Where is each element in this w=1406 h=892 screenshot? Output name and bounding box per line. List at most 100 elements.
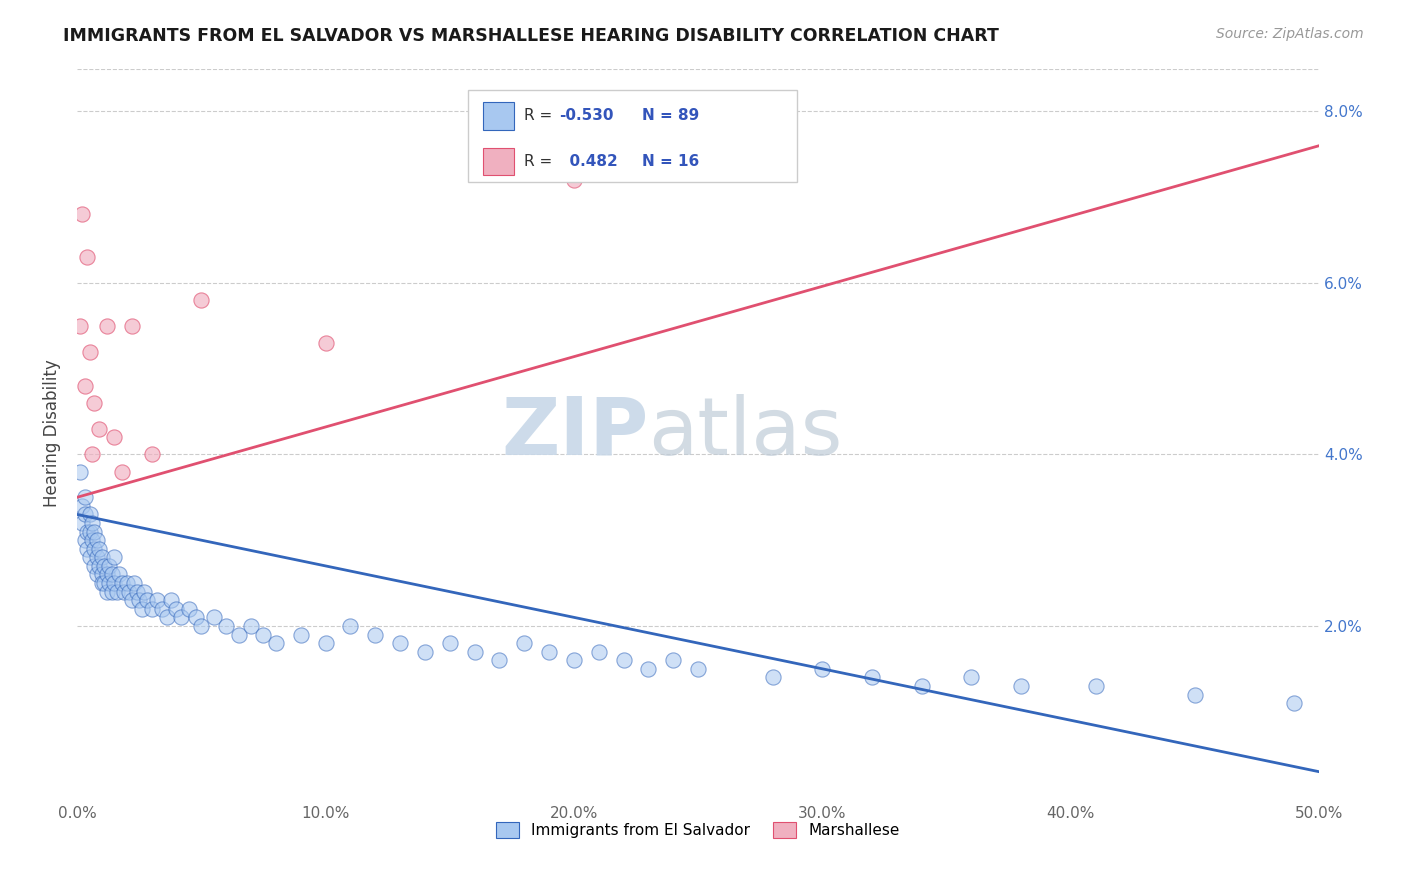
Point (86, 533, 108, 548)
Legend: Immigrants from El Salvador, Marshallese: Immigrants from El Salvador, Marshallese (491, 816, 905, 845)
Point (111, 465, 134, 479)
Point (76, 524, 98, 539)
Point (96, 318, 118, 333)
Point (70, 516, 93, 530)
Point (202, 610, 225, 624)
Text: N = 89: N = 89 (643, 109, 699, 123)
Point (122, 576, 145, 591)
Point (562, 173, 585, 187)
Bar (484, 148, 515, 175)
Point (637, 662, 659, 676)
Point (73, 508, 96, 522)
Point (762, 670, 785, 684)
Point (252, 627, 274, 641)
Point (811, 662, 834, 676)
Text: 0.482: 0.482 (560, 154, 617, 169)
Text: IMMIGRANTS FROM EL SALVADOR VS MARSHALLESE HEARING DISABILITY CORRELATION CHART: IMMIGRANTS FROM EL SALVADOR VS MARSHALLE… (63, 27, 1000, 45)
Point (118, 584, 141, 599)
Point (73, 379, 96, 393)
Point (101, 584, 124, 599)
Point (90, 576, 112, 591)
Point (89, 541, 111, 556)
Point (83, 558, 105, 573)
Y-axis label: Hearing Disability: Hearing Disability (44, 359, 60, 507)
Point (160, 593, 183, 607)
Point (135, 593, 157, 607)
Point (562, 653, 585, 667)
Point (80, 447, 103, 461)
Text: N = 16: N = 16 (643, 154, 699, 169)
Point (190, 619, 212, 633)
Point (588, 645, 610, 659)
Point (83, 396, 105, 410)
Point (860, 670, 883, 684)
Point (83, 524, 105, 539)
Point (73, 491, 96, 505)
Text: atlas: atlas (648, 394, 842, 472)
Point (240, 619, 263, 633)
Point (150, 601, 173, 615)
Point (86, 567, 108, 582)
Point (141, 601, 163, 615)
Point (79, 344, 101, 359)
Point (73, 533, 96, 548)
Point (662, 653, 685, 667)
Point (83, 541, 105, 556)
Point (105, 584, 128, 599)
Text: ZIP: ZIP (501, 394, 648, 472)
Text: R =: R = (524, 154, 557, 169)
Point (190, 293, 212, 307)
Point (90, 567, 112, 582)
Point (413, 645, 436, 659)
Point (89, 422, 111, 436)
Point (69, 465, 91, 479)
Point (1010, 679, 1032, 693)
Point (70, 499, 93, 513)
Point (121, 318, 143, 333)
Point (93, 576, 115, 591)
Point (228, 627, 250, 641)
Point (166, 601, 188, 615)
Point (439, 636, 461, 650)
Point (488, 653, 510, 667)
Point (103, 430, 125, 444)
Point (538, 645, 561, 659)
Point (79, 550, 101, 565)
Point (134, 584, 156, 599)
Point (145, 593, 167, 607)
Point (108, 567, 131, 582)
Point (103, 576, 125, 591)
Point (98, 558, 121, 573)
Point (128, 593, 150, 607)
Point (264, 636, 287, 650)
Point (215, 619, 238, 633)
Point (315, 335, 337, 350)
Text: -0.530: -0.530 (560, 109, 613, 123)
Point (79, 508, 101, 522)
Point (131, 601, 153, 615)
Point (98, 576, 121, 591)
Point (1284, 696, 1306, 710)
Point (69, 318, 91, 333)
Point (90, 550, 112, 565)
Point (101, 567, 124, 582)
Bar (484, 103, 515, 129)
Point (155, 610, 177, 624)
Point (96, 584, 118, 599)
Point (464, 645, 486, 659)
Point (89, 558, 111, 573)
Point (70, 207, 93, 221)
Point (290, 627, 312, 641)
Point (1084, 679, 1107, 693)
Point (177, 601, 200, 615)
Point (339, 619, 361, 633)
Point (80, 533, 103, 548)
Point (513, 636, 536, 650)
Point (613, 653, 636, 667)
Point (115, 576, 138, 591)
FancyBboxPatch shape (468, 90, 797, 181)
Point (960, 670, 983, 684)
Point (79, 524, 101, 539)
Point (76, 250, 98, 264)
Point (96, 567, 118, 582)
